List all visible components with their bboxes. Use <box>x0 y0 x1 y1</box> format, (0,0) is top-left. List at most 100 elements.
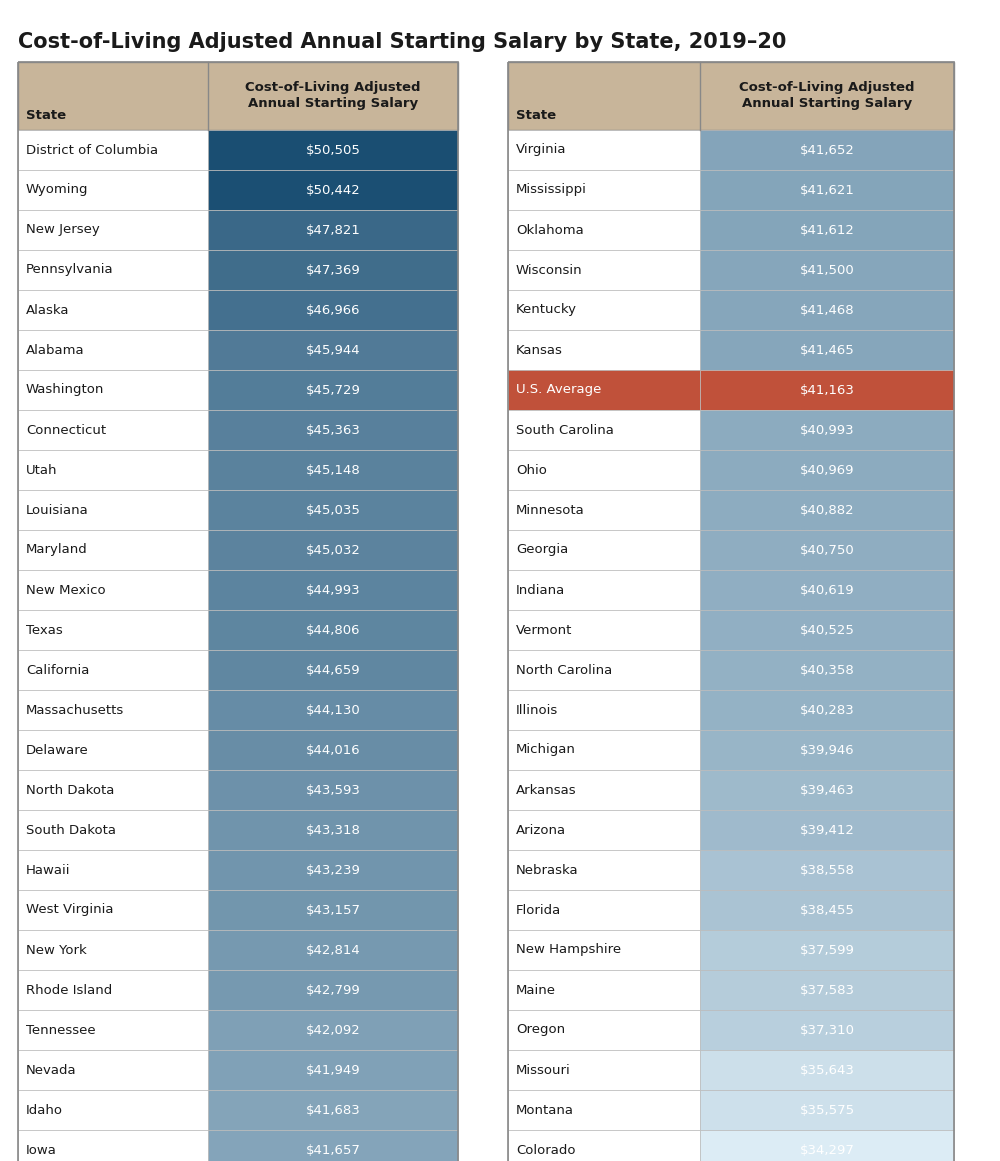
Text: $39,463: $39,463 <box>800 784 854 796</box>
Bar <box>18 1090 208 1130</box>
Bar <box>700 690 954 730</box>
Text: $41,683: $41,683 <box>306 1103 360 1117</box>
Text: U.S. Average: U.S. Average <box>516 383 601 397</box>
Text: $34,297: $34,297 <box>800 1144 854 1156</box>
Text: Oklahoma: Oklahoma <box>516 224 584 237</box>
Bar <box>508 890 700 930</box>
Text: Virginia: Virginia <box>516 144 566 157</box>
Bar <box>700 810 954 850</box>
Text: Alabama: Alabama <box>26 344 85 356</box>
Bar <box>508 62 954 1161</box>
Text: Wyoming: Wyoming <box>26 183 88 196</box>
Text: Cost-of-Living Adjusted
Annual Starting Salary: Cost-of-Living Adjusted Annual Starting … <box>245 81 421 110</box>
Text: $41,163: $41,163 <box>800 383 854 397</box>
Bar <box>208 610 458 650</box>
Bar <box>508 330 700 370</box>
Bar <box>208 650 458 690</box>
Bar <box>700 570 954 610</box>
Text: Vermont: Vermont <box>516 623 572 636</box>
Bar <box>508 730 700 770</box>
Bar <box>208 450 458 490</box>
Bar <box>508 490 700 531</box>
Text: $41,500: $41,500 <box>800 264 854 276</box>
Bar <box>508 810 700 850</box>
Text: $46,966: $46,966 <box>306 303 360 317</box>
Text: Nebraska: Nebraska <box>516 864 579 877</box>
Text: North Dakota: North Dakota <box>26 784 114 796</box>
Bar <box>18 890 208 930</box>
Text: Missouri: Missouri <box>516 1063 571 1076</box>
Text: Tennessee: Tennessee <box>26 1024 96 1037</box>
Text: Alaska: Alaska <box>26 303 70 317</box>
Text: New Hampshire: New Hampshire <box>516 944 621 957</box>
Text: $41,468: $41,468 <box>800 303 854 317</box>
Bar <box>700 1130 954 1161</box>
Bar <box>700 250 954 290</box>
Text: $37,310: $37,310 <box>800 1024 854 1037</box>
Bar <box>508 1010 700 1050</box>
Bar <box>18 290 208 330</box>
Text: District of Columbia: District of Columbia <box>26 144 158 157</box>
Text: $35,575: $35,575 <box>799 1103 855 1117</box>
Text: $44,016: $44,016 <box>306 743 360 757</box>
Bar <box>18 650 208 690</box>
Text: $43,318: $43,318 <box>306 823 360 836</box>
Bar <box>700 650 954 690</box>
Text: $42,814: $42,814 <box>306 944 360 957</box>
Bar <box>208 531 458 570</box>
Text: Michigan: Michigan <box>516 743 576 757</box>
Bar <box>18 610 208 650</box>
Text: Georgia: Georgia <box>516 543 568 556</box>
Text: Rhode Island: Rhode Island <box>26 983 112 996</box>
Text: $43,593: $43,593 <box>306 784 360 796</box>
Text: Pennsylvania: Pennsylvania <box>26 264 114 276</box>
Bar <box>700 730 954 770</box>
Bar <box>18 130 208 170</box>
Text: $50,505: $50,505 <box>306 144 360 157</box>
Bar <box>208 850 458 890</box>
Text: Massachusetts: Massachusetts <box>26 704 124 716</box>
Text: Wisconsin: Wisconsin <box>516 264 583 276</box>
Text: Arkansas: Arkansas <box>516 784 577 796</box>
Bar <box>18 570 208 610</box>
Text: $40,993: $40,993 <box>800 424 854 437</box>
Bar <box>208 330 458 370</box>
Bar <box>18 62 458 130</box>
Bar <box>700 969 954 1010</box>
Text: $45,363: $45,363 <box>306 424 360 437</box>
Text: Ohio: Ohio <box>516 463 547 476</box>
Text: New Mexico: New Mexico <box>26 584 106 597</box>
Bar <box>18 770 208 810</box>
Text: West Virginia: West Virginia <box>26 903 114 916</box>
Bar <box>700 210 954 250</box>
Bar <box>700 930 954 969</box>
Bar <box>700 450 954 490</box>
Bar <box>508 1090 700 1130</box>
Bar <box>508 170 700 210</box>
Text: $40,969: $40,969 <box>800 463 854 476</box>
Text: Utah: Utah <box>26 463 58 476</box>
Bar <box>208 930 458 969</box>
Bar <box>208 210 458 250</box>
Text: $39,412: $39,412 <box>800 823 854 836</box>
Text: Florida: Florida <box>516 903 561 916</box>
Bar <box>700 1010 954 1050</box>
Bar <box>18 450 208 490</box>
Text: State: State <box>26 109 66 122</box>
Text: $45,148: $45,148 <box>306 463 360 476</box>
Bar <box>508 610 700 650</box>
Bar <box>18 210 208 250</box>
Text: $37,583: $37,583 <box>800 983 854 996</box>
Text: Delaware: Delaware <box>26 743 89 757</box>
Text: Washington: Washington <box>26 383 104 397</box>
Text: $43,239: $43,239 <box>306 864 360 877</box>
Bar <box>18 250 208 290</box>
Text: Mississippi: Mississippi <box>516 183 587 196</box>
Bar <box>208 570 458 610</box>
Bar <box>208 1050 458 1090</box>
Text: Montana: Montana <box>516 1103 574 1117</box>
Bar <box>208 1010 458 1050</box>
Bar <box>700 1050 954 1090</box>
Text: Connecticut: Connecticut <box>26 424 106 437</box>
Text: Arizona: Arizona <box>516 823 566 836</box>
